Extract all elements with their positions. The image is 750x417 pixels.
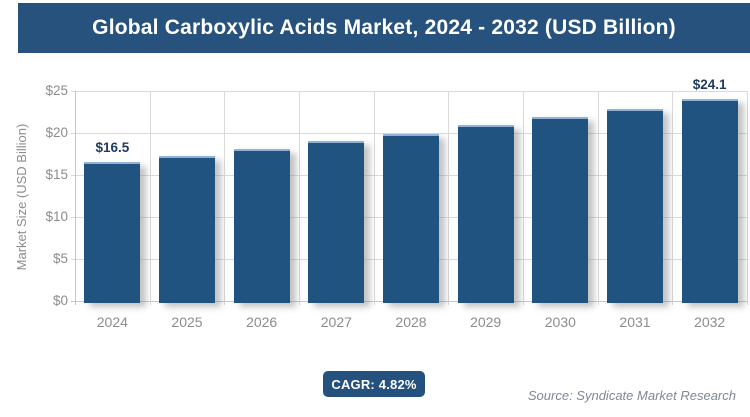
cagr-badge: CAGR: 4.82% — [323, 371, 425, 397]
x-tick-label: 2027 — [320, 314, 352, 330]
bar-2024 — [84, 162, 141, 303]
y-tick-label: $20 — [45, 125, 68, 140]
y-tick-label: $25 — [45, 83, 68, 98]
chart-title-bar: Global Carboxylic Acids Market, 2024 - 2… — [18, 3, 750, 53]
bar-2027 — [308, 141, 365, 303]
y-tick-label: $10 — [45, 209, 68, 224]
bar-2029 — [457, 125, 514, 303]
x-tick-label: 2025 — [171, 314, 203, 330]
y-tick-label: $15 — [45, 167, 68, 182]
plot-area: $16.5 $24.1 — [71, 77, 748, 305]
v-gridline — [747, 91, 748, 305]
h-gridline — [71, 91, 747, 92]
x-tick-label: 2032 — [694, 314, 726, 330]
chart-title: Global Carboxylic Acids Market, 2024 - 2… — [92, 16, 676, 39]
v-gridline — [149, 91, 151, 305]
x-tick-label: 2029 — [470, 314, 502, 330]
x-tick-label: 2026 — [246, 314, 278, 330]
source-note: Source: Syndicate Market Research — [527, 388, 736, 403]
bar-value-label: $16.5 — [95, 140, 130, 156]
bar-2025 — [159, 155, 215, 303]
v-gridline — [597, 91, 599, 305]
x-tick-label: 2030 — [544, 314, 576, 330]
v-gridline — [373, 91, 375, 305]
v-gridline — [523, 91, 524, 305]
y-axis-line — [75, 91, 76, 305]
x-tick-label: 2024 — [96, 314, 128, 330]
v-gridline — [299, 91, 300, 305]
bar-value-label: $24.1 — [692, 76, 727, 92]
bar-2031 — [607, 108, 663, 303]
v-gridline — [224, 91, 226, 305]
y-tick-label: $5 — [52, 251, 68, 266]
y-tick-label: $0 — [52, 293, 68, 308]
bar-2030 — [532, 117, 589, 303]
h-gridline — [71, 133, 747, 134]
bar-2032 — [681, 98, 738, 303]
v-gridline — [448, 91, 450, 305]
v-gridline — [672, 91, 674, 305]
x-tick-label: 2031 — [619, 314, 651, 330]
x-tick-label: 2028 — [395, 314, 427, 330]
bar-2026 — [233, 148, 290, 303]
bar-2028 — [383, 133, 439, 303]
